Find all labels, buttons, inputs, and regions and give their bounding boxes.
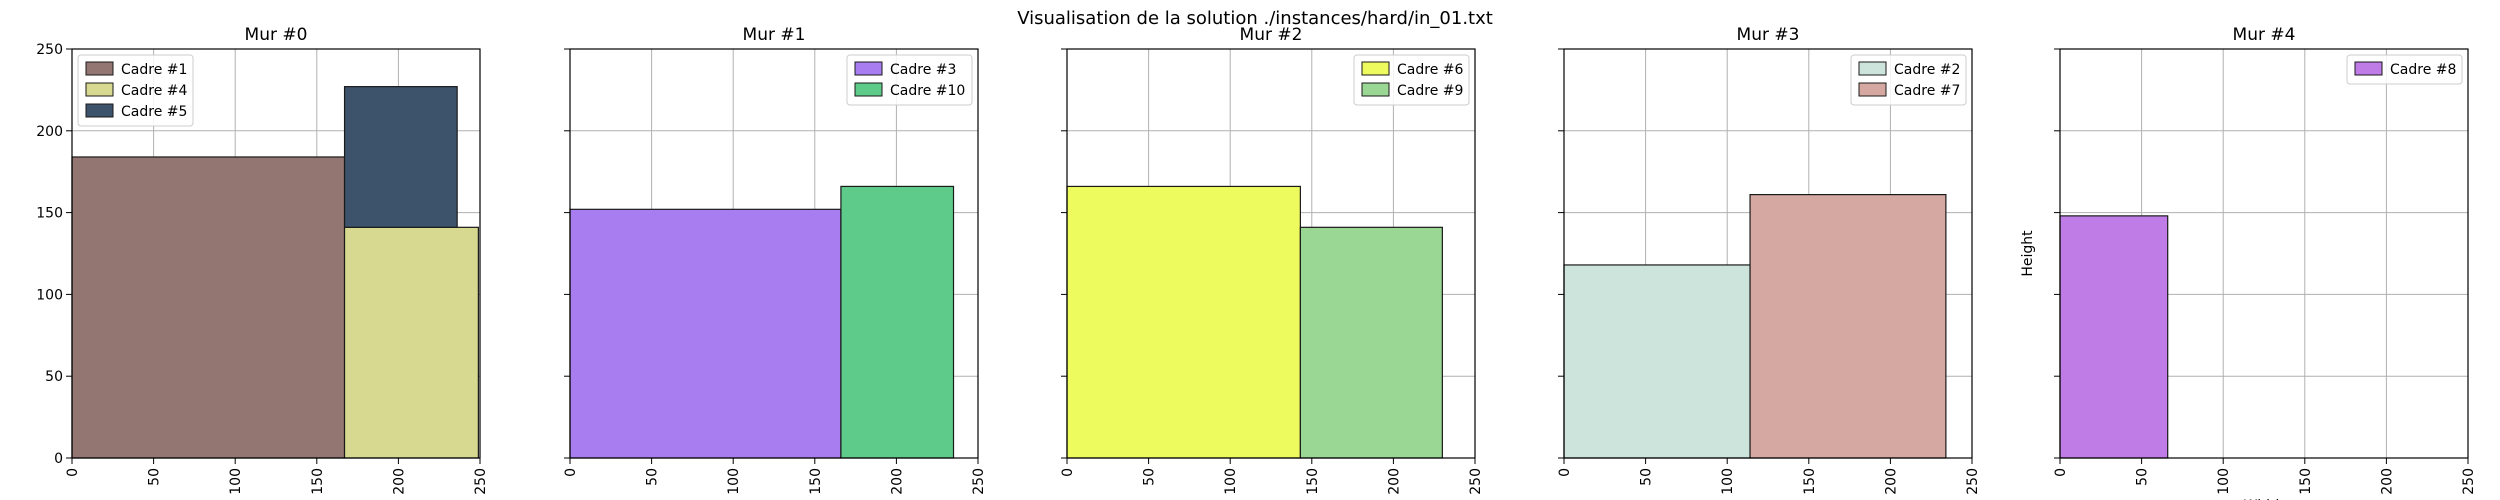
y-axis-label: Height bbox=[2020, 230, 2036, 277]
legend: Cadre #2 Cadre #7 bbox=[1850, 54, 1967, 106]
chart-panel-3: Mur #3 0 50 100 150 200 250 Cadre #2 Cadre #7 bbox=[1557, 25, 1981, 495]
legend-label: Cadre #9 bbox=[1397, 83, 1463, 99]
y-tick-label: 250 bbox=[36, 42, 63, 58]
legend-label: Cadre #7 bbox=[1894, 83, 1960, 99]
chart-panel-4: Mur #4 0 50 100 150 200 250 Height Width Cadre #8 bbox=[2020, 25, 2477, 500]
x-tick-label: 250 bbox=[473, 468, 489, 495]
x-tick-label: 0 bbox=[1557, 468, 1573, 477]
legend-swatch bbox=[854, 82, 883, 97]
cadre-rect bbox=[343, 226, 479, 459]
legend-label: Cadre #1 bbox=[121, 62, 187, 78]
cadre-rect bbox=[1299, 226, 1443, 459]
legend: Cadre #6 Cadre #9 bbox=[1353, 54, 1470, 106]
legend: Cadre #8 bbox=[2346, 54, 2463, 85]
y-tick-label: 150 bbox=[36, 206, 63, 222]
legend-swatch bbox=[1361, 61, 1390, 76]
chart-panel-2: Mur #2 0 50 100 150 200 250 Cadre #6 Cadre #9 bbox=[1060, 25, 1484, 495]
x-tick-label: 100 bbox=[1223, 468, 1239, 495]
axes-frame bbox=[2059, 48, 2469, 459]
chart-title: Mur #1 bbox=[743, 25, 806, 45]
axes-frame bbox=[1563, 48, 1973, 459]
axes-frame bbox=[569, 48, 979, 459]
cadre-rect bbox=[569, 208, 842, 459]
axes-frame bbox=[71, 48, 481, 459]
x-tick-label: 150 bbox=[1802, 468, 1818, 495]
x-tick-label: 150 bbox=[2298, 468, 2314, 495]
x-tick-label: 250 bbox=[1965, 468, 1981, 495]
legend-swatch bbox=[85, 82, 114, 97]
x-tick-label: 150 bbox=[1305, 468, 1321, 495]
legend-swatch bbox=[1858, 82, 1887, 97]
legend: Cadre #3 Cadre #10 bbox=[846, 54, 973, 106]
cadre-rect bbox=[1066, 185, 1301, 459]
x-tick-label: 250 bbox=[2461, 468, 2477, 495]
figure-title: Visualisation de la solution ./instances… bbox=[1017, 8, 1493, 29]
y-tick-label: 100 bbox=[36, 287, 63, 303]
x-tick-label: 100 bbox=[2216, 468, 2232, 495]
panels: Mur #0 0 50 100 150 200 250 0 50 100 150 200 250 Cadr… bbox=[36, 25, 2477, 500]
chart-title: Mur #4 bbox=[2233, 25, 2296, 45]
x-tick-label: 100 bbox=[726, 468, 742, 495]
legend-label: Cadre #8 bbox=[2390, 62, 2456, 78]
cadre-rect bbox=[840, 185, 955, 459]
x-tick-label: 0 bbox=[2053, 468, 2069, 477]
x-tick-label: 250 bbox=[971, 468, 987, 495]
cadre-rect bbox=[71, 156, 346, 459]
x-tick-label: 250 bbox=[1468, 468, 1484, 495]
legend-label: Cadre #4 bbox=[121, 83, 187, 99]
chart-panel-1: Mur #1 0 50 100 150 200 250 Cadre #3 Cadre #10 bbox=[563, 25, 987, 495]
x-tick-label: 0 bbox=[65, 468, 81, 477]
legend-label: Cadre #10 bbox=[890, 83, 965, 99]
x-tick-label: 50 bbox=[147, 468, 163, 486]
cadre-rect bbox=[2059, 215, 2169, 459]
chart-title: Mur #2 bbox=[1240, 25, 1303, 45]
x-tick-label: 50 bbox=[2135, 468, 2151, 486]
axes-frame bbox=[1066, 48, 1476, 459]
legend-swatch bbox=[854, 61, 883, 76]
legend-swatch bbox=[1858, 61, 1887, 76]
x-tick-label: 200 bbox=[1883, 468, 1899, 495]
x-tick-label: 50 bbox=[1639, 468, 1655, 486]
legend-swatch bbox=[85, 103, 114, 118]
legend-label: Cadre #6 bbox=[1397, 62, 1463, 78]
legend: Cadre #1 Cadre #4 Cadre #5 bbox=[77, 54, 194, 127]
y-tick-label: 200 bbox=[36, 124, 63, 140]
legend-swatch bbox=[2354, 61, 2383, 76]
legend-label: Cadre #3 bbox=[890, 62, 956, 78]
x-tick-label: 0 bbox=[1060, 468, 1076, 477]
x-tick-label: 100 bbox=[1720, 468, 1736, 495]
x-tick-label: 0 bbox=[563, 468, 579, 477]
chart-panel-0: Mur #0 0 50 100 150 200 250 0 50 100 150 200 250 Cadr… bbox=[36, 25, 489, 495]
x-tick-label: 200 bbox=[2379, 468, 2395, 495]
chart-title: Mur #0 bbox=[245, 25, 308, 45]
x-tick-label: 200 bbox=[889, 468, 905, 495]
x-tick-label: 150 bbox=[808, 468, 824, 495]
y-tick-label: 0 bbox=[54, 451, 63, 467]
x-tick-label: 200 bbox=[1386, 468, 1402, 495]
legend-label: Cadre #5 bbox=[121, 104, 187, 120]
x-tick-label: 50 bbox=[1142, 468, 1158, 486]
y-tick-label: 50 bbox=[45, 369, 63, 385]
cadre-rect bbox=[1749, 194, 1947, 459]
x-tick-label: 100 bbox=[228, 468, 244, 495]
chart-title: Mur #3 bbox=[1737, 25, 1800, 45]
x-tick-label: 200 bbox=[391, 468, 407, 495]
cadre-rect bbox=[343, 86, 458, 228]
x-axis-label: Width bbox=[2244, 498, 2285, 500]
legend-swatch bbox=[1361, 82, 1390, 97]
legend-label: Cadre #2 bbox=[1894, 62, 1960, 78]
x-tick-label: 150 bbox=[310, 468, 326, 495]
legend-swatch bbox=[85, 61, 114, 76]
x-tick-label: 50 bbox=[645, 468, 661, 486]
cadre-rect bbox=[1563, 264, 1751, 459]
